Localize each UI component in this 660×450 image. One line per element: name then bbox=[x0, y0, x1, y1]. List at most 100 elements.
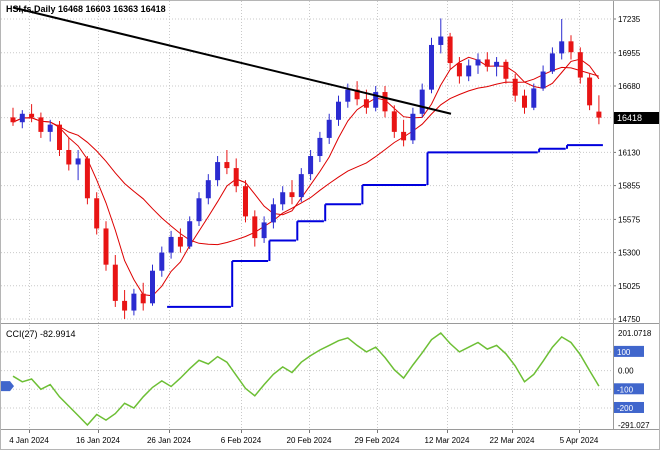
cci-current-value-tag bbox=[1, 381, 14, 392]
moving-average-line bbox=[12, 66, 600, 246]
candle-body bbox=[326, 119, 332, 138]
candle-body bbox=[196, 198, 202, 222]
candle-body bbox=[596, 111, 602, 118]
time-axis-label: 29 Feb 2024 bbox=[355, 436, 400, 445]
candle-body bbox=[94, 198, 100, 229]
candle-body bbox=[289, 192, 295, 198]
time-axis-label: 4 Jan 2024 bbox=[9, 436, 49, 445]
candle-body bbox=[112, 264, 118, 301]
candle-body bbox=[503, 61, 509, 79]
time-axis-label: 12 Mar 2024 bbox=[425, 436, 470, 445]
candle-body bbox=[270, 204, 276, 223]
candle-body bbox=[252, 216, 258, 239]
price-axis-label: 15855 bbox=[618, 182, 641, 191]
price-axis-label: 16680 bbox=[618, 82, 641, 91]
candle-body bbox=[475, 59, 481, 66]
time-axis-label: 16 Jan 2024 bbox=[76, 436, 121, 445]
candle-body bbox=[150, 270, 155, 304]
candle-body bbox=[103, 228, 109, 265]
cci-level-badge-label: -100 bbox=[617, 385, 634, 394]
candle-body bbox=[587, 77, 593, 106]
cci-level-badge bbox=[614, 401, 644, 413]
candle-body bbox=[224, 162, 230, 169]
candle-body bbox=[419, 89, 425, 114]
candle-body bbox=[205, 180, 211, 199]
candle-body bbox=[531, 88, 537, 108]
candle-body bbox=[243, 186, 248, 217]
moving-average-line bbox=[12, 56, 600, 297]
time-axis-label: 26 Jan 2024 bbox=[147, 436, 192, 445]
candle-body bbox=[131, 293, 137, 311]
candle-body bbox=[354, 89, 360, 100]
price-axis-label: 16130 bbox=[618, 148, 641, 157]
candle-body bbox=[168, 236, 174, 253]
candle-body bbox=[447, 36, 453, 64]
candle-body bbox=[84, 158, 90, 199]
cci-level-label: 0.00 bbox=[618, 367, 634, 376]
cci-level-badge bbox=[614, 345, 644, 357]
price-axis-label: 15025 bbox=[618, 282, 641, 291]
price-axis-label: 15300 bbox=[618, 249, 641, 258]
candle-body bbox=[140, 293, 146, 304]
candle-body bbox=[568, 41, 574, 53]
candle-body bbox=[280, 192, 286, 205]
candle-body bbox=[177, 236, 183, 247]
candle-body bbox=[577, 52, 583, 78]
candle-body bbox=[159, 252, 165, 271]
time-axis-label: 5 Apr 2024 bbox=[560, 436, 599, 445]
candle-body bbox=[47, 124, 53, 132]
time-axis-label: 6 Feb 2024 bbox=[221, 436, 262, 445]
candle-body bbox=[373, 92, 379, 108]
cci-max-label: 201.0718 bbox=[618, 329, 652, 338]
cci-level-badge bbox=[614, 383, 644, 395]
candle-body bbox=[494, 61, 500, 67]
candle-body bbox=[391, 111, 397, 132]
candle-body bbox=[75, 158, 81, 165]
price-axis-label: 15575 bbox=[618, 215, 641, 224]
candle-body bbox=[19, 113, 25, 123]
candle-body bbox=[549, 53, 555, 72]
candle-body bbox=[363, 99, 369, 108]
candle-body bbox=[233, 168, 239, 187]
candle-body bbox=[484, 59, 490, 67]
candle-body bbox=[429, 44, 434, 90]
candle-body bbox=[466, 65, 472, 77]
candle-body bbox=[410, 113, 416, 141]
candle-body bbox=[559, 41, 565, 54]
time-axis-label: 20 Feb 2024 bbox=[287, 436, 332, 445]
candle-body bbox=[401, 131, 407, 141]
price-axis-label: 17235 bbox=[618, 15, 641, 24]
price-axis-label: 16955 bbox=[618, 49, 641, 58]
candle-body bbox=[66, 149, 72, 165]
candle-body bbox=[456, 63, 462, 77]
candle-body bbox=[308, 156, 314, 175]
candle-body bbox=[317, 137, 323, 157]
candle-body bbox=[187, 221, 193, 247]
candle-body bbox=[336, 101, 341, 120]
candle-body bbox=[298, 174, 304, 198]
candle-body bbox=[512, 78, 518, 96]
candle-body bbox=[540, 71, 546, 89]
candle-body bbox=[438, 36, 444, 45]
candle-body bbox=[261, 222, 267, 239]
cci-level-badge-label: -200 bbox=[617, 404, 634, 413]
time-axis-label: 22 Mar 2024 bbox=[490, 436, 535, 445]
candle-body bbox=[29, 113, 35, 118]
candle-body bbox=[215, 162, 221, 181]
price-axis-label: 14750 bbox=[618, 315, 641, 324]
candle-body bbox=[382, 92, 388, 112]
current-price-badge: 16418 bbox=[614, 111, 659, 124]
cci-min-label: -291.027 bbox=[618, 421, 650, 430]
cci-line bbox=[12, 331, 600, 427]
cci-indicator-label: CCI(27) -82.9914 bbox=[6, 329, 76, 339]
trend-line bbox=[12, 6, 452, 115]
symbol-quote-label: HSI,fs,Daily 16468 16603 16363 16418 bbox=[6, 4, 166, 14]
candle-body bbox=[345, 89, 351, 102]
candle-body bbox=[38, 117, 44, 132]
candle-body bbox=[122, 300, 128, 311]
candle-body bbox=[57, 124, 62, 150]
candle-body bbox=[522, 95, 527, 108]
cci-level-badge-label: 100 bbox=[617, 348, 631, 357]
